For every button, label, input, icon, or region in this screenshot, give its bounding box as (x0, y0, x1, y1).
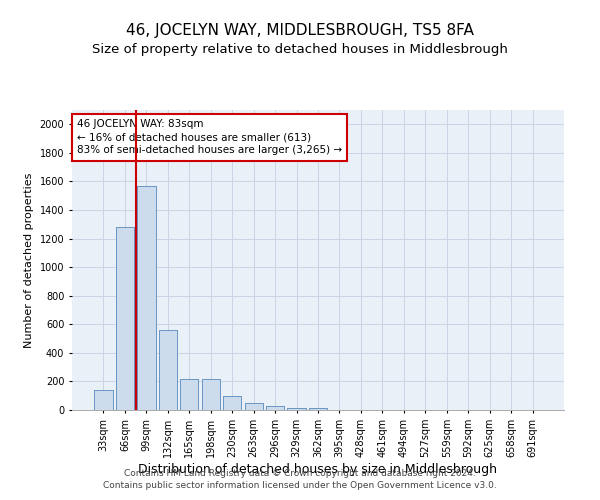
Bar (94, 390, 113, 410)
Bar (180, 378, 199, 410)
Bar (245, 403, 263, 410)
Y-axis label: Number of detached properties: Number of detached properties (24, 172, 34, 348)
Bar (159, 330, 177, 410)
Text: 46, JOCELYN WAY, MIDDLESBROUGH, TS5 8FA: 46, JOCELYN WAY, MIDDLESBROUGH, TS5 8FA (126, 22, 474, 38)
Bar (309, 408, 327, 410)
Bar (223, 396, 241, 410)
Bar (266, 406, 284, 410)
Bar (202, 378, 220, 410)
Bar (287, 408, 305, 410)
Bar (137, 186, 155, 410)
Text: Contains HM Land Registry data © Crown copyright and database right 2024.
Contai: Contains HM Land Registry data © Crown c… (103, 468, 497, 490)
Text: Size of property relative to detached houses in Middlesbrough: Size of property relative to detached ho… (92, 42, 508, 56)
Text: 46 JOCELYN WAY: 83sqm
← 16% of detached houses are smaller (613)
83% of semi-det: 46 JOCELYN WAY: 83sqm ← 16% of detached … (77, 119, 342, 156)
X-axis label: Distribution of detached houses by size in Middlesbrough: Distribution of detached houses by size … (139, 462, 497, 475)
Bar (116, 227, 134, 410)
